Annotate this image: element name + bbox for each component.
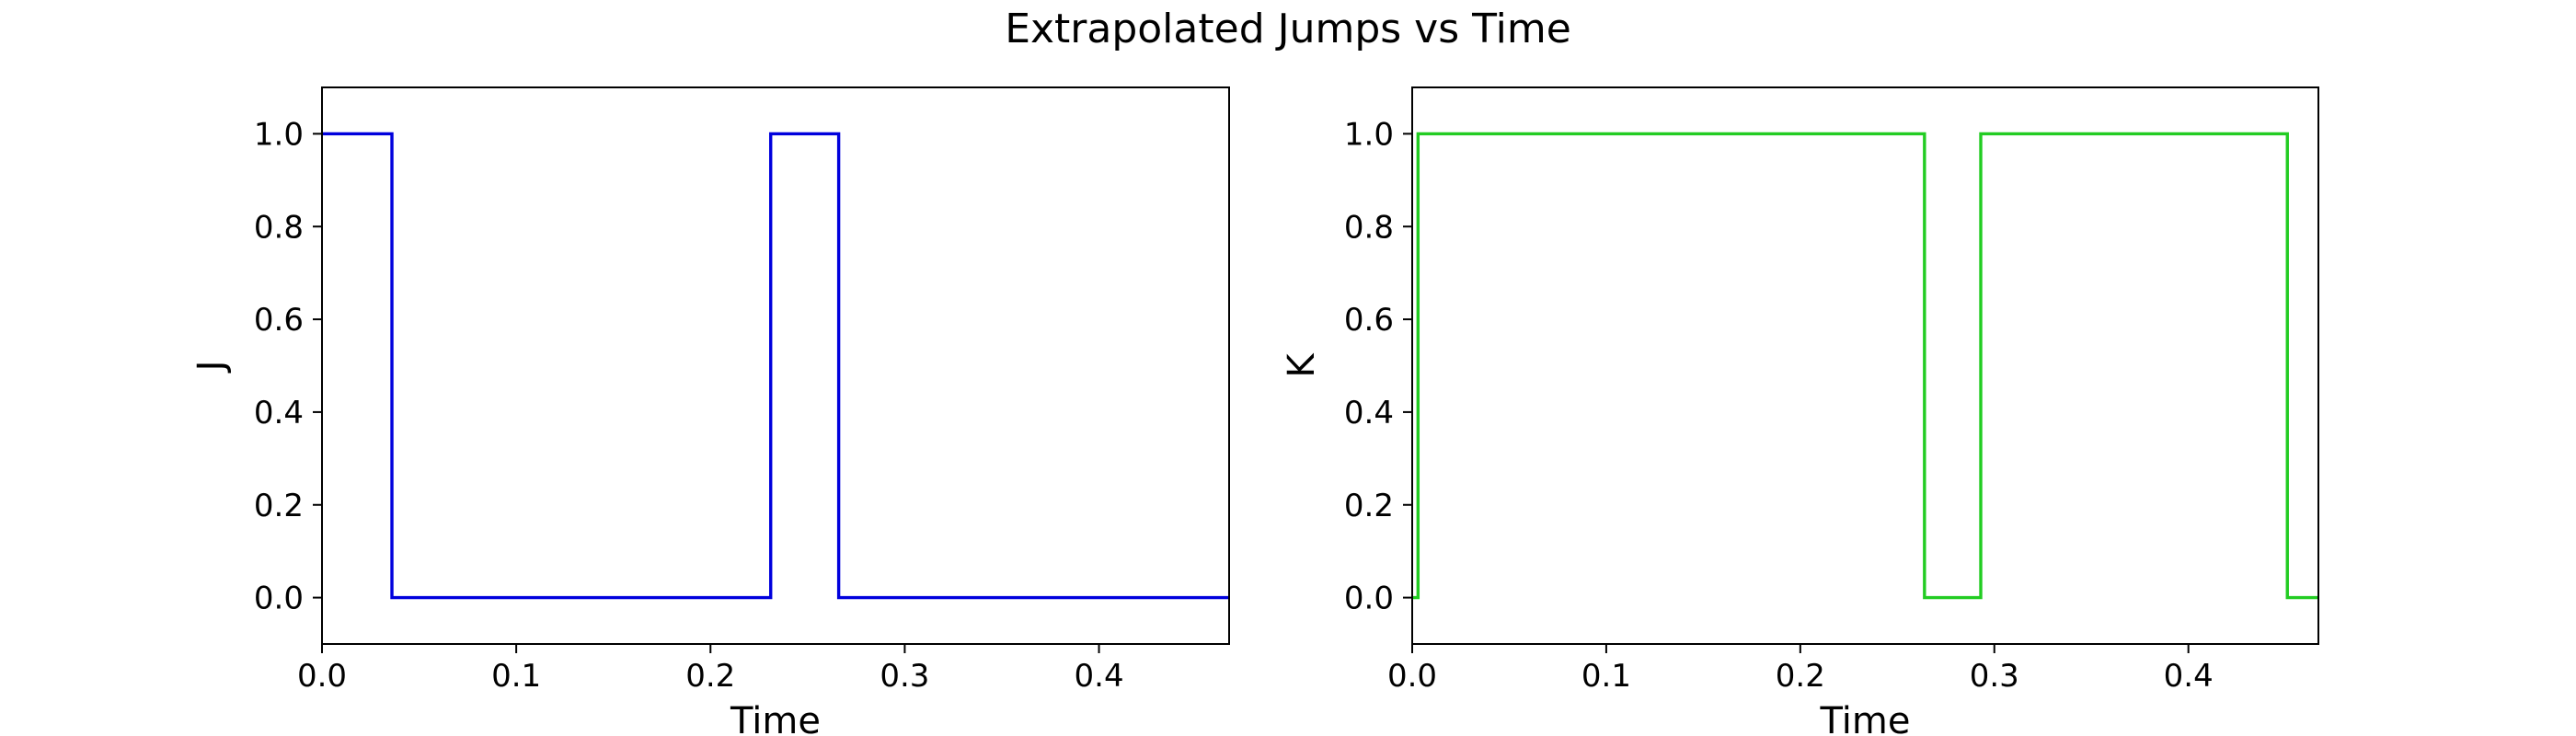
y-tick-label: 0.2 <box>1344 488 1394 524</box>
y-axis-label: K <box>1281 352 1323 378</box>
subplots-container: 0.0 0.1 0.2 0.3 0.40.00.20.40.60.81.0TimeJ0.… <box>190 86 2319 736</box>
y-tick-label: 0.6 <box>254 302 304 339</box>
y-tick-label: 0.4 <box>254 395 304 431</box>
axes-frame <box>321 86 1230 645</box>
x-tick-label: 0.2 <box>1776 658 1825 695</box>
x-tick-label: 0.4 <box>1075 658 1124 695</box>
y-axis-label: J <box>190 361 233 374</box>
x-tick-label: 0.3 <box>1970 658 2019 695</box>
x-tick-label: 0.1 <box>1581 658 1631 695</box>
series-line-1 <box>322 132 1229 600</box>
y-tick-label: 0.2 <box>254 488 304 524</box>
y-tick-label: 1.0 <box>254 116 304 153</box>
x-tick-label: 0.1 <box>491 658 541 695</box>
x-tick-label: 0.0 <box>1387 658 1437 695</box>
y-tick-label: 0.8 <box>1344 209 1394 246</box>
figure-title: Extrapolated Jumps vs Time <box>1005 6 1571 52</box>
x-tick-label: 0.0 <box>297 658 347 695</box>
y-tick-label: 0.8 <box>254 209 304 246</box>
subplot-1: 0.0 0.1 0.2 0.3 0.4 0.0 0.2 0.4 0.6 0.8 1.0 Time J <box>190 86 1230 736</box>
x-axis-label: Time <box>730 700 821 736</box>
x-axis-label: Time <box>1820 700 1911 736</box>
y-tick-label: 1.0 <box>1344 116 1394 153</box>
x-tick-label: 0.3 <box>880 658 929 695</box>
subplot-2: 0.0 0.1 0.2 0.3 0.4 0.0 0.2 0.4 0.6 0.8 1.0 Time K <box>1281 86 2319 736</box>
y-tick-label: 0.6 <box>1344 302 1394 339</box>
axes-frame <box>1411 86 2319 645</box>
y-tick-label: 0.4 <box>1344 395 1394 431</box>
x-tick-label: 0.2 <box>685 658 735 695</box>
series-line-1 <box>1412 132 2318 600</box>
y-tick-label: 0.0 <box>254 581 304 617</box>
x-tick-label: 0.4 <box>2164 658 2214 695</box>
y-tick-label: 0.0 <box>1344 581 1394 617</box>
